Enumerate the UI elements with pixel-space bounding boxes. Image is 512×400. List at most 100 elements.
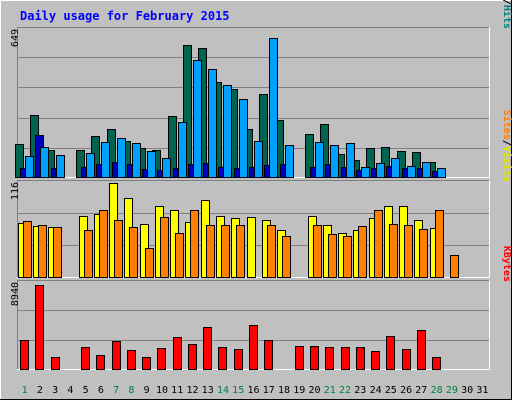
visits-sites-bar bbox=[206, 225, 215, 278]
x-tick-label: 16 bbox=[247, 385, 259, 396]
hits-pages-bar bbox=[101, 142, 110, 178]
kbytes-kbytes-bar bbox=[35, 285, 44, 370]
hits-pages-bar bbox=[147, 151, 156, 178]
x-tick-label: 30 bbox=[461, 385, 473, 396]
hits-pages-bar bbox=[376, 163, 385, 178]
kbytes-kbytes-bar bbox=[218, 347, 227, 370]
hits-pages-bar bbox=[208, 69, 217, 178]
hits-pages-bar bbox=[25, 156, 34, 178]
hits-pages-bar bbox=[117, 138, 126, 178]
x-tick-label: 25 bbox=[385, 385, 397, 396]
x-axis-day-labels: 1 2 3 4 5 6 7 8 9 10 11 12 13 14 15 16 17 18 19 20 21 22 23 24 2… bbox=[22, 385, 489, 396]
kbytes-kbytes-bar bbox=[51, 357, 60, 370]
hits-pages-bar bbox=[86, 153, 95, 178]
visits-sites-bar bbox=[160, 217, 169, 278]
visits-sites-bar bbox=[374, 210, 383, 278]
hits-pages-bar bbox=[285, 145, 294, 178]
kbytes-kbytes-bar bbox=[249, 325, 258, 370]
visits-sites-bar bbox=[267, 225, 276, 278]
kbytes-kbytes-bar bbox=[188, 344, 197, 370]
hits-pages-bar bbox=[346, 143, 355, 178]
kbytes-kbytes-bar bbox=[127, 350, 136, 370]
hits-pages-bar bbox=[254, 141, 263, 178]
kbytes-kbytes-bar bbox=[142, 357, 151, 370]
visits-sites-bar bbox=[145, 248, 154, 278]
visits-sites-bar bbox=[419, 229, 428, 278]
kbytes-legend: KBytes bbox=[501, 246, 512, 282]
kbytes-max-label: 8940 bbox=[10, 282, 21, 306]
x-tick-label: 22 bbox=[339, 385, 351, 396]
hits-pages-bar bbox=[269, 38, 278, 178]
x-tick-label: 11 bbox=[171, 385, 183, 396]
visits-sites-bar bbox=[404, 225, 413, 278]
visits-sites-bar bbox=[114, 220, 123, 278]
visits-sites-bar bbox=[53, 227, 62, 278]
x-tick-label: 24 bbox=[370, 385, 382, 396]
legend-item: Hits bbox=[501, 5, 512, 29]
visits-sites-bar bbox=[358, 226, 367, 278]
x-tick-label: 15 bbox=[232, 385, 244, 396]
hits-pages-bar bbox=[132, 143, 141, 178]
x-tick-label: 17 bbox=[263, 385, 275, 396]
kbytes-kbytes-bar bbox=[386, 336, 395, 370]
hits-pages-bar bbox=[315, 142, 324, 178]
visits-max-label: 116 bbox=[10, 182, 21, 200]
hits-legend: Pages/Files/Hits bbox=[501, 0, 512, 29]
kbytes-kbytes-bar bbox=[81, 347, 90, 370]
kbytes-kbytes-bar bbox=[20, 340, 29, 370]
hits-hits-bar bbox=[168, 116, 177, 178]
kbytes-kbytes-bar bbox=[234, 349, 243, 370]
visits-sites-bar bbox=[23, 221, 32, 278]
visits-sites-bar bbox=[328, 234, 337, 278]
x-tick-label: 2 bbox=[37, 385, 43, 396]
kbytes-kbytes-bar bbox=[341, 347, 350, 370]
kbytes-kbytes-bar bbox=[264, 340, 273, 370]
kbytes-kbytes-bar bbox=[310, 346, 319, 370]
kbytes-kbytes-bar bbox=[371, 351, 380, 370]
visits-sites-bar bbox=[175, 233, 184, 278]
visits-sites-bar bbox=[313, 225, 322, 278]
x-tick-label: 31 bbox=[476, 385, 488, 396]
hits-pages-bar bbox=[162, 158, 171, 178]
hits-pages-bar bbox=[178, 122, 187, 178]
legend-item: Visits bbox=[501, 146, 512, 182]
hits-pages-bar bbox=[437, 168, 446, 178]
x-tick-label: 4 bbox=[67, 385, 73, 396]
x-tick-label: 13 bbox=[202, 385, 214, 396]
kbytes-kbytes-bar bbox=[173, 337, 182, 370]
hits-hits-bar bbox=[259, 94, 268, 178]
hits-pages-bar bbox=[239, 99, 248, 178]
kbytes-kbytes-bar bbox=[112, 341, 121, 370]
chart-panels: 649 Pages/Files/Hits 116 Sites/Visits 8940 KB… bbox=[10, 0, 512, 370]
x-tick-label: 3 bbox=[52, 385, 58, 396]
x-tick-label: 1 bbox=[22, 385, 28, 396]
visits-sites-bar bbox=[450, 255, 459, 278]
visits-sites-bar bbox=[84, 230, 93, 278]
hits-pages-bar bbox=[361, 167, 370, 178]
x-tick-label: 8 bbox=[128, 385, 134, 396]
x-tick-label: 5 bbox=[83, 385, 89, 396]
x-tick-label: 6 bbox=[98, 385, 104, 396]
visits-legend: Sites/Visits bbox=[501, 110, 512, 182]
kbytes-kbytes-bar bbox=[157, 348, 166, 370]
hits-max-label: 649 bbox=[10, 29, 21, 47]
kbytes-kbytes-bar bbox=[417, 330, 426, 370]
panel-visits: 116 Sites/Visits bbox=[10, 110, 512, 278]
hits-hits-bar bbox=[305, 134, 314, 178]
hits-hits-bar bbox=[15, 144, 24, 178]
kbytes-kbytes-bar bbox=[432, 357, 441, 370]
x-tick-label: 10 bbox=[156, 385, 168, 396]
visits-sites-bar bbox=[129, 227, 138, 278]
hits-pages-bar bbox=[330, 145, 339, 178]
hits-hits-bar bbox=[183, 45, 192, 178]
visits-sites-bar bbox=[99, 210, 108, 278]
visits-sites-bar bbox=[389, 224, 398, 278]
hits-hits-bar bbox=[366, 148, 375, 178]
kbytes-kbytes-bar bbox=[295, 346, 304, 370]
x-tick-label: 14 bbox=[217, 385, 229, 396]
x-tick-label: 27 bbox=[415, 385, 427, 396]
visits-sites-bar bbox=[236, 225, 245, 278]
hits-pages-bar bbox=[391, 158, 400, 178]
x-tick-label: 12 bbox=[186, 385, 198, 396]
panel-hits: 649 Pages/Files/Hits bbox=[10, 0, 512, 178]
